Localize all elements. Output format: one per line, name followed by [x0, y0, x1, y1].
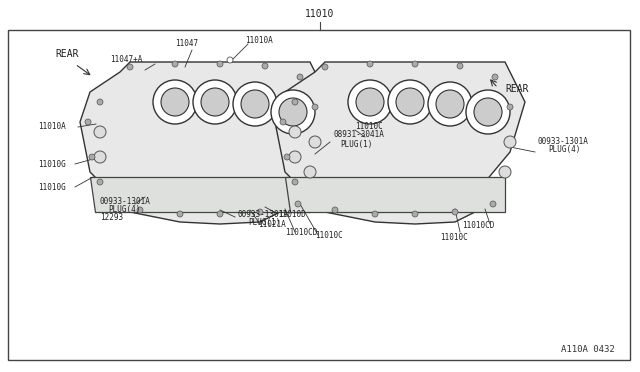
Circle shape	[396, 88, 424, 116]
Circle shape	[289, 126, 301, 138]
Circle shape	[217, 61, 223, 67]
Circle shape	[332, 207, 338, 213]
Text: 00933-1301A: 00933-1301A	[238, 210, 289, 219]
Circle shape	[348, 80, 392, 124]
Circle shape	[457, 63, 463, 69]
Circle shape	[309, 136, 321, 148]
Circle shape	[322, 64, 328, 70]
Circle shape	[499, 166, 511, 178]
Bar	[8, 30, 630, 360]
Text: 11010: 11010	[305, 9, 335, 19]
Circle shape	[172, 61, 178, 67]
Circle shape	[227, 57, 233, 63]
Circle shape	[412, 211, 418, 217]
Circle shape	[280, 119, 286, 125]
Polygon shape	[80, 62, 330, 224]
Circle shape	[97, 99, 103, 105]
Text: 11010CD: 11010CD	[462, 221, 494, 230]
Circle shape	[262, 63, 268, 69]
Text: PLUG(1): PLUG(1)	[248, 218, 280, 227]
Text: 11010A: 11010A	[38, 122, 66, 131]
Text: 11010C: 11010C	[315, 231, 343, 240]
Circle shape	[85, 119, 91, 125]
Polygon shape	[275, 62, 525, 224]
Circle shape	[428, 82, 472, 126]
Circle shape	[193, 80, 237, 124]
Text: 11010C: 11010C	[440, 233, 468, 242]
Circle shape	[304, 166, 316, 178]
Circle shape	[217, 211, 223, 217]
Circle shape	[97, 179, 103, 185]
Circle shape	[94, 126, 106, 138]
Circle shape	[201, 88, 229, 116]
Text: PLUG(1): PLUG(1)	[340, 140, 372, 149]
Circle shape	[241, 90, 269, 118]
Text: 11010G: 11010G	[38, 160, 66, 169]
Circle shape	[177, 211, 183, 217]
Text: 11047+A: 11047+A	[110, 55, 142, 64]
Text: PLUG(4): PLUG(4)	[548, 145, 580, 154]
Text: 11021A: 11021A	[258, 220, 285, 229]
Text: 11010G: 11010G	[38, 183, 66, 192]
Circle shape	[161, 88, 189, 116]
Circle shape	[153, 80, 197, 124]
Circle shape	[372, 211, 378, 217]
Text: 11010A: 11010A	[245, 36, 273, 45]
Circle shape	[94, 151, 106, 163]
Text: REAR: REAR	[55, 49, 79, 59]
Circle shape	[127, 64, 133, 70]
Circle shape	[492, 74, 498, 80]
Circle shape	[295, 201, 301, 207]
Text: 12293: 12293	[100, 213, 123, 222]
Circle shape	[466, 90, 510, 134]
Circle shape	[89, 154, 95, 160]
Circle shape	[490, 201, 496, 207]
Text: A110A 0432: A110A 0432	[561, 345, 615, 354]
Circle shape	[436, 90, 464, 118]
Circle shape	[279, 98, 307, 126]
Text: REAR: REAR	[505, 84, 529, 94]
Text: 11010D: 11010D	[278, 210, 306, 219]
Text: PLUG(4): PLUG(4)	[108, 205, 140, 214]
Circle shape	[289, 151, 301, 163]
Text: 11047: 11047	[175, 39, 198, 48]
Circle shape	[507, 104, 513, 110]
Circle shape	[292, 179, 298, 185]
Circle shape	[312, 104, 318, 110]
Circle shape	[412, 61, 418, 67]
Circle shape	[292, 99, 298, 105]
Text: 11010CD: 11010CD	[285, 228, 317, 237]
Circle shape	[388, 80, 432, 124]
Circle shape	[271, 90, 315, 134]
Circle shape	[233, 82, 277, 126]
Circle shape	[452, 209, 458, 215]
Circle shape	[284, 154, 290, 160]
Text: 11010C: 11010C	[355, 122, 383, 131]
Text: 08931-3041A: 08931-3041A	[333, 130, 384, 139]
Circle shape	[474, 98, 502, 126]
Text: 00933-1301A: 00933-1301A	[100, 197, 151, 206]
Circle shape	[257, 209, 263, 215]
Circle shape	[367, 61, 373, 67]
Text: 00933-1301A: 00933-1301A	[538, 137, 589, 146]
Circle shape	[137, 207, 143, 213]
Polygon shape	[90, 177, 310, 212]
Circle shape	[297, 74, 303, 80]
Polygon shape	[285, 177, 505, 212]
Circle shape	[504, 136, 516, 148]
Circle shape	[356, 88, 384, 116]
